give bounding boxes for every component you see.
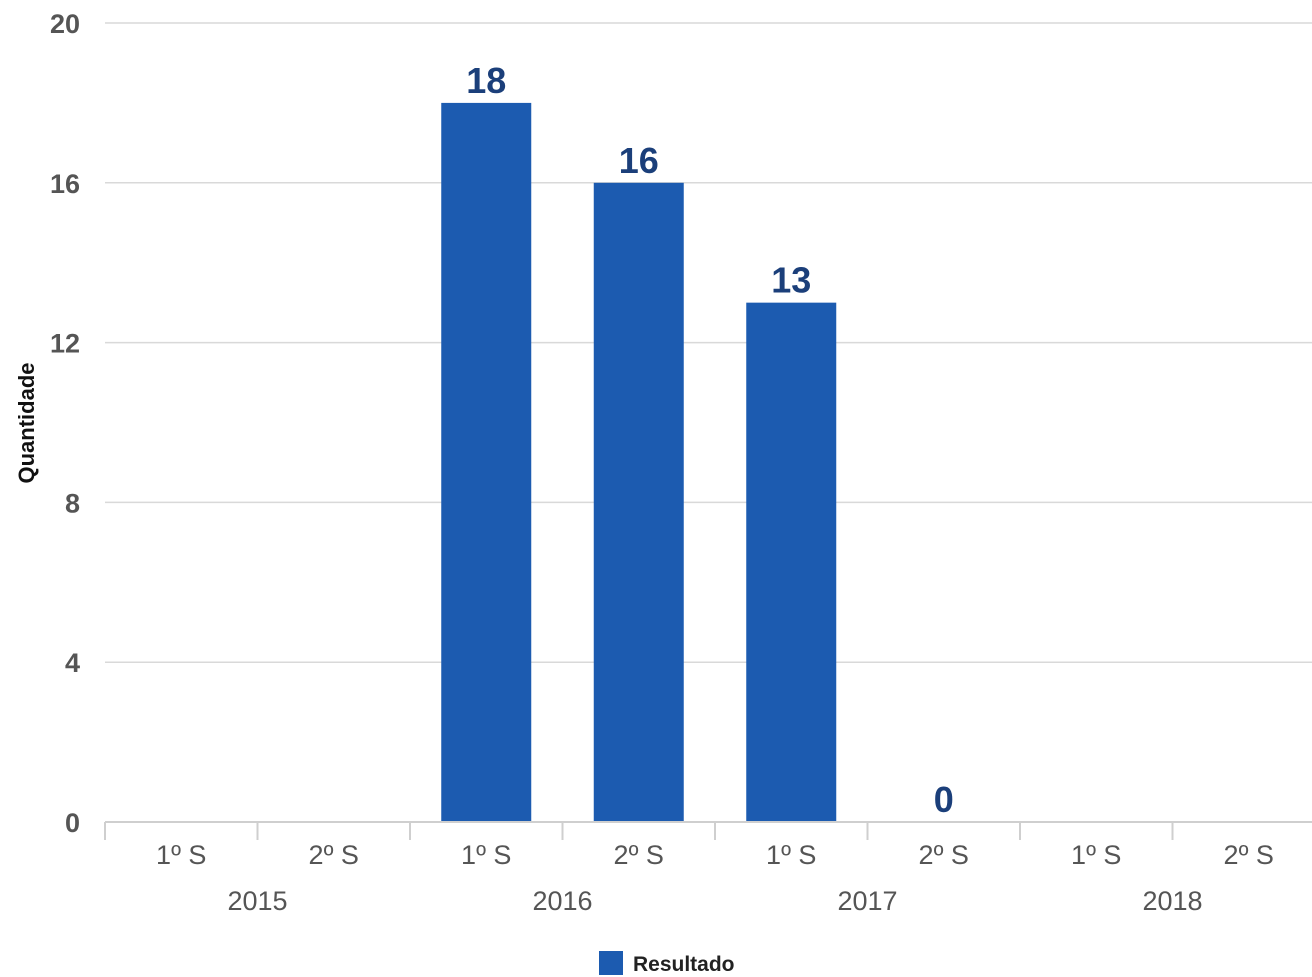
gridlines — [105, 22, 1312, 663]
x-tick-label-4: 1º S — [766, 840, 816, 870]
y-tick-label-8: 8 — [65, 488, 80, 518]
x-tick-label-7: 2º S — [1224, 840, 1274, 870]
x-tick-label-3: 2º S — [614, 840, 664, 870]
y-tick-label-12: 12 — [50, 329, 80, 359]
y-tick-label-16: 16 — [50, 169, 80, 199]
data-label-4: 13 — [771, 260, 811, 301]
bar-4 — [746, 302, 837, 822]
x-group-label-2018: 2018 — [1142, 886, 1202, 916]
x-axis: 1º S 2º S 1º S 2º S 1º S 2º S 1º S 2º S 2015 2016… — [104, 821, 1312, 916]
x-tick-label-2: 1º S — [461, 840, 511, 870]
y-tick-label-0: 0 — [65, 808, 80, 838]
legend-swatch-resultado — [599, 951, 623, 975]
bar-2 — [441, 102, 532, 822]
bar-3 — [593, 182, 684, 823]
y-axis-ticks: 0 4 8 12 16 20 — [50, 9, 80, 838]
data-labels: 18 16 13 0 — [466, 60, 954, 820]
data-label-5: 0 — [934, 779, 954, 820]
y-axis-title: Quantidade — [14, 362, 39, 483]
data-label-2: 18 — [466, 60, 506, 101]
x-group-label-2015: 2015 — [227, 886, 287, 916]
x-group-label-2017: 2017 — [837, 886, 897, 916]
data-label-3: 16 — [619, 140, 659, 181]
y-tick-label-4: 4 — [65, 648, 80, 678]
x-tick-label-6: 1º S — [1071, 840, 1121, 870]
x-tick-label-0: 1º S — [156, 840, 206, 870]
x-tick-label-1: 2º S — [309, 840, 359, 870]
bars — [441, 102, 837, 823]
legend: Resultado — [599, 951, 735, 976]
legend-label-resultado: Resultado — [633, 953, 735, 976]
y-tick-label-20: 20 — [50, 9, 80, 39]
x-group-label-2016: 2016 — [532, 886, 592, 916]
x-tick-label-5: 2º S — [919, 840, 969, 870]
